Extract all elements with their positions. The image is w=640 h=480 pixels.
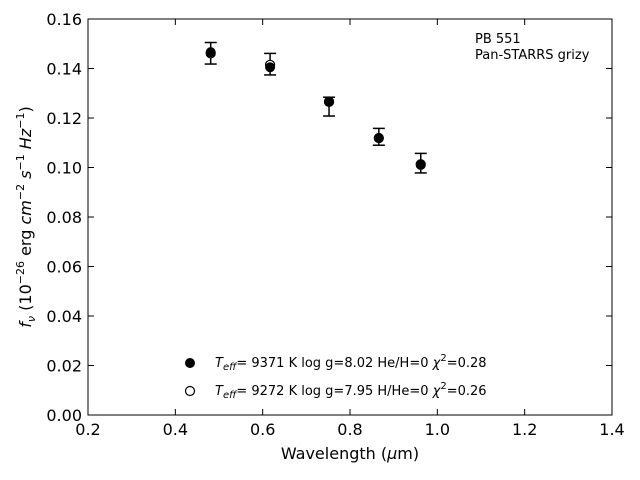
annotation-survey-name: Pan-STARRS grizy	[475, 48, 590, 63]
plot-area	[87, 18, 613, 416]
y-tick-label: 0.14	[46, 60, 82, 79]
x-tick-label: 1.2	[512, 420, 537, 439]
y-tick-label: 0.00	[46, 406, 82, 425]
x-tick-label: 0.8	[337, 420, 362, 439]
legend-label-filled: Teff= 9371 K log g=8.02 He/H=0 χ2=0.28	[215, 353, 487, 373]
legend: Teff= 9371 K log g=8.02 He/H=0 χ2=0.28 T…	[184, 353, 487, 401]
x-tick-label: 1.4	[599, 420, 624, 439]
x-tick-label: 0.6	[250, 420, 275, 439]
data-points	[205, 47, 426, 171]
y-tick-label: 0.12	[46, 109, 82, 128]
x-tick-label: 0.2	[75, 420, 100, 439]
annotation-object-name: PB 551	[475, 32, 521, 47]
y-tick-label: 0.06	[46, 258, 82, 277]
x-tick-label: 0.4	[163, 420, 188, 439]
x-tick-labels: 0.2 0.4 0.6 0.8 1.0 1.2 1.4	[75, 420, 624, 439]
legend-marker-open	[184, 385, 196, 397]
y-axis-title: fν (10−26 erg cm−2 s−1 Hz−1)	[14, 106, 38, 327]
y-tick-label: 0.02	[46, 357, 82, 376]
y-tick-label: 0.10	[46, 159, 82, 178]
filled-circle-point	[373, 133, 384, 144]
filled-circle-point	[415, 160, 426, 171]
legend-label-open: Teff= 9272 K log g=7.95 H/He=0 χ2=0.26	[215, 381, 487, 401]
y-tick-label: 0.04	[46, 307, 82, 326]
filled-circle-point	[324, 96, 335, 107]
filled-circle-point	[205, 47, 216, 58]
axis-ticks	[87, 18, 613, 416]
filled-circle-point	[265, 62, 276, 73]
x-axis-title: Wavelength (μm)	[281, 444, 419, 463]
legend-marker-filled	[185, 358, 195, 368]
y-tick-label: 0.08	[46, 208, 82, 227]
x-tick-label: 1.0	[425, 420, 450, 439]
y-tick-labels: 0.00 0.02 0.04 0.06 0.08 0.10 0.12 0.14 0.16	[46, 10, 82, 425]
y-tick-label: 0.16	[46, 10, 82, 29]
